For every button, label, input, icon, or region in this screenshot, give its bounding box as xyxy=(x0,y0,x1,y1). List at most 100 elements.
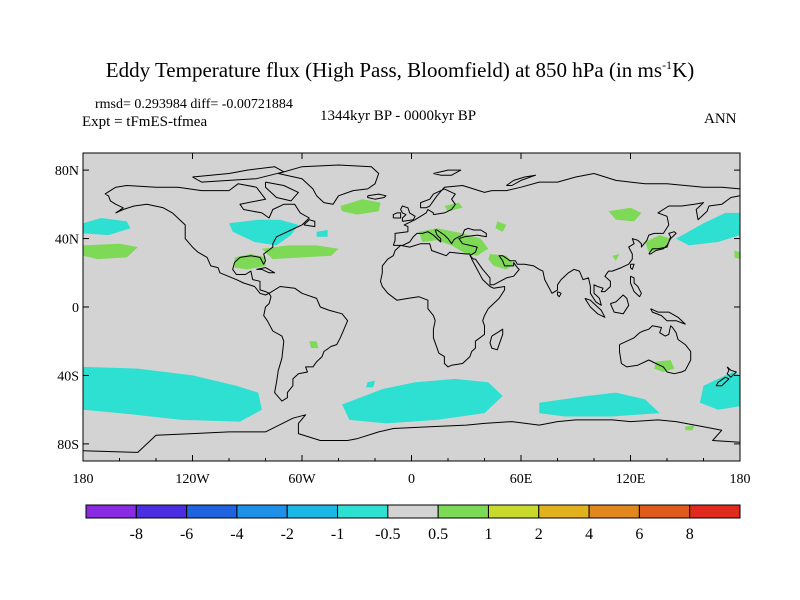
colorbar-box xyxy=(286,504,339,519)
experiment-label: Expt = tFmES-tfmea xyxy=(82,114,208,130)
map-title: Eddy Temperature flux (High Pass, Bloomf… xyxy=(0,58,800,83)
coastline-borneo xyxy=(609,294,630,315)
lon-label: 0 xyxy=(408,472,415,487)
lat-label: 40S xyxy=(57,369,79,384)
diff-value: diff= -0.00721884 xyxy=(190,97,293,112)
colorbar: -8 -6 -4 -2 -1 -0.5 0.5 1 2 4 6 8 xyxy=(85,504,741,543)
title-main: Eddy Temperature flux (High Pass, Bloomf… xyxy=(105,58,663,82)
colorbar-label: 4 xyxy=(585,526,593,543)
axis-ticks xyxy=(82,153,741,461)
colorbar-label: 6 xyxy=(635,526,643,543)
coastline-svalbard xyxy=(433,169,462,176)
coastline-new-zealand-north xyxy=(726,366,737,378)
colorbar-box xyxy=(236,504,288,519)
colorbar-label: -1 xyxy=(331,526,344,543)
coastlines xyxy=(83,164,740,453)
period-label: 1344kyr BP - 0000kyr BP xyxy=(320,108,477,124)
colorbar-box xyxy=(186,504,238,519)
plot-area: 80N 40N 0 40S 80S 180 120W 60W 0 60E 120E 180 xyxy=(55,152,751,487)
japan-positive xyxy=(645,235,671,253)
coastline-north-america xyxy=(104,183,310,296)
colorbar-label: 2 xyxy=(535,526,543,543)
south-atlantic-small-negative xyxy=(365,380,375,388)
colorbar-box xyxy=(487,504,540,519)
lon-label: 180 xyxy=(73,472,94,487)
east-pacific-positive xyxy=(83,243,138,260)
colorbar-label: 0.5 xyxy=(428,526,448,543)
new-zealand-negative xyxy=(699,372,740,410)
longitude-labels: 180 120W 60W 0 60E 120E 180 xyxy=(73,472,751,487)
coastline-south-america xyxy=(263,286,349,402)
coastline-new-guinea xyxy=(650,308,686,325)
coastline-uk xyxy=(400,205,416,222)
colorbar-box xyxy=(437,504,489,519)
coastline-antarctica xyxy=(83,414,740,453)
colorbar-box xyxy=(85,504,137,519)
lat-label: 0 xyxy=(72,301,79,316)
north-pacific-east-negative xyxy=(676,212,740,246)
coastline-arctic-canada xyxy=(192,166,285,183)
coastline-iceland xyxy=(367,193,387,200)
latitude-labels: 80N 40N 0 40S 80S xyxy=(55,164,79,453)
rmsd-value: rmsd= 0.293984 xyxy=(95,97,187,112)
korea-positive xyxy=(612,254,620,261)
season-label: ANN xyxy=(704,111,737,127)
southern-atlantic-negative xyxy=(342,378,503,424)
coastline-sri-lanka xyxy=(557,291,562,298)
contour-regions xyxy=(83,199,740,431)
lat-label: 80S xyxy=(57,438,79,453)
subtropical-atlantic-positive xyxy=(261,245,339,260)
colorbar-label: -8 xyxy=(130,526,143,543)
north-pacific-west-negative xyxy=(83,218,131,236)
coastline-madagascar xyxy=(489,328,504,351)
mongolia-positive xyxy=(608,207,642,222)
coastline-greenland xyxy=(278,164,380,205)
coastline-philippines xyxy=(630,275,642,298)
dateline-positive xyxy=(734,250,740,260)
lon-label: 60E xyxy=(510,472,533,487)
coastline-africa xyxy=(380,243,506,368)
southern-pacific-negative xyxy=(83,366,262,422)
colorbar-box xyxy=(588,504,640,519)
australia-positive xyxy=(654,360,675,372)
coastline-taiwan xyxy=(630,263,635,270)
colorbar-label: -0.5 xyxy=(375,526,400,543)
caspian-positive xyxy=(495,221,507,232)
coastline-baffin xyxy=(265,181,299,202)
colorbar-label: -2 xyxy=(281,526,294,543)
north-america-negative xyxy=(229,219,299,246)
colorbar-box xyxy=(135,504,188,519)
colorbar-label: -6 xyxy=(180,526,193,543)
north-atlantic-positive xyxy=(340,199,381,215)
lat-label: 80N xyxy=(55,164,79,179)
colorbar-label: 8 xyxy=(686,526,694,543)
coastline-new-zealand-south xyxy=(715,376,730,387)
colorbar-box xyxy=(689,504,741,519)
mediterranean-positive xyxy=(418,228,489,256)
lon-label: 180 xyxy=(730,472,751,487)
lat-label: 40N xyxy=(55,233,79,248)
coastline-novaya-zemlya xyxy=(506,174,537,186)
lon-label: 120E xyxy=(616,472,646,487)
coastline-cuba xyxy=(256,267,276,274)
lon-label: 120W xyxy=(175,472,210,487)
coastline-eurasia-africa xyxy=(392,173,740,306)
coastline-australia xyxy=(619,325,692,375)
gulf-of-mexico-positive xyxy=(234,254,266,270)
tasman-positive xyxy=(685,425,695,431)
atlantic-small-negative xyxy=(316,230,328,237)
south-america-positive xyxy=(309,341,319,349)
colorbar-box xyxy=(638,504,691,519)
colorbar-label: 1 xyxy=(484,526,492,543)
colorbar-box xyxy=(387,504,439,519)
southern-indian-negative xyxy=(539,392,660,417)
coastline-newfoundland xyxy=(303,219,316,228)
coastline-ireland xyxy=(392,212,402,219)
coastline-sumatra xyxy=(584,297,606,318)
colorbar-box xyxy=(538,504,590,519)
coastline-japan xyxy=(648,231,677,255)
colorbar-box xyxy=(337,504,389,519)
lon-label: 60W xyxy=(288,472,316,487)
stats-line: rmsd= 0.293984 diff= -0.00721884 xyxy=(95,97,293,113)
